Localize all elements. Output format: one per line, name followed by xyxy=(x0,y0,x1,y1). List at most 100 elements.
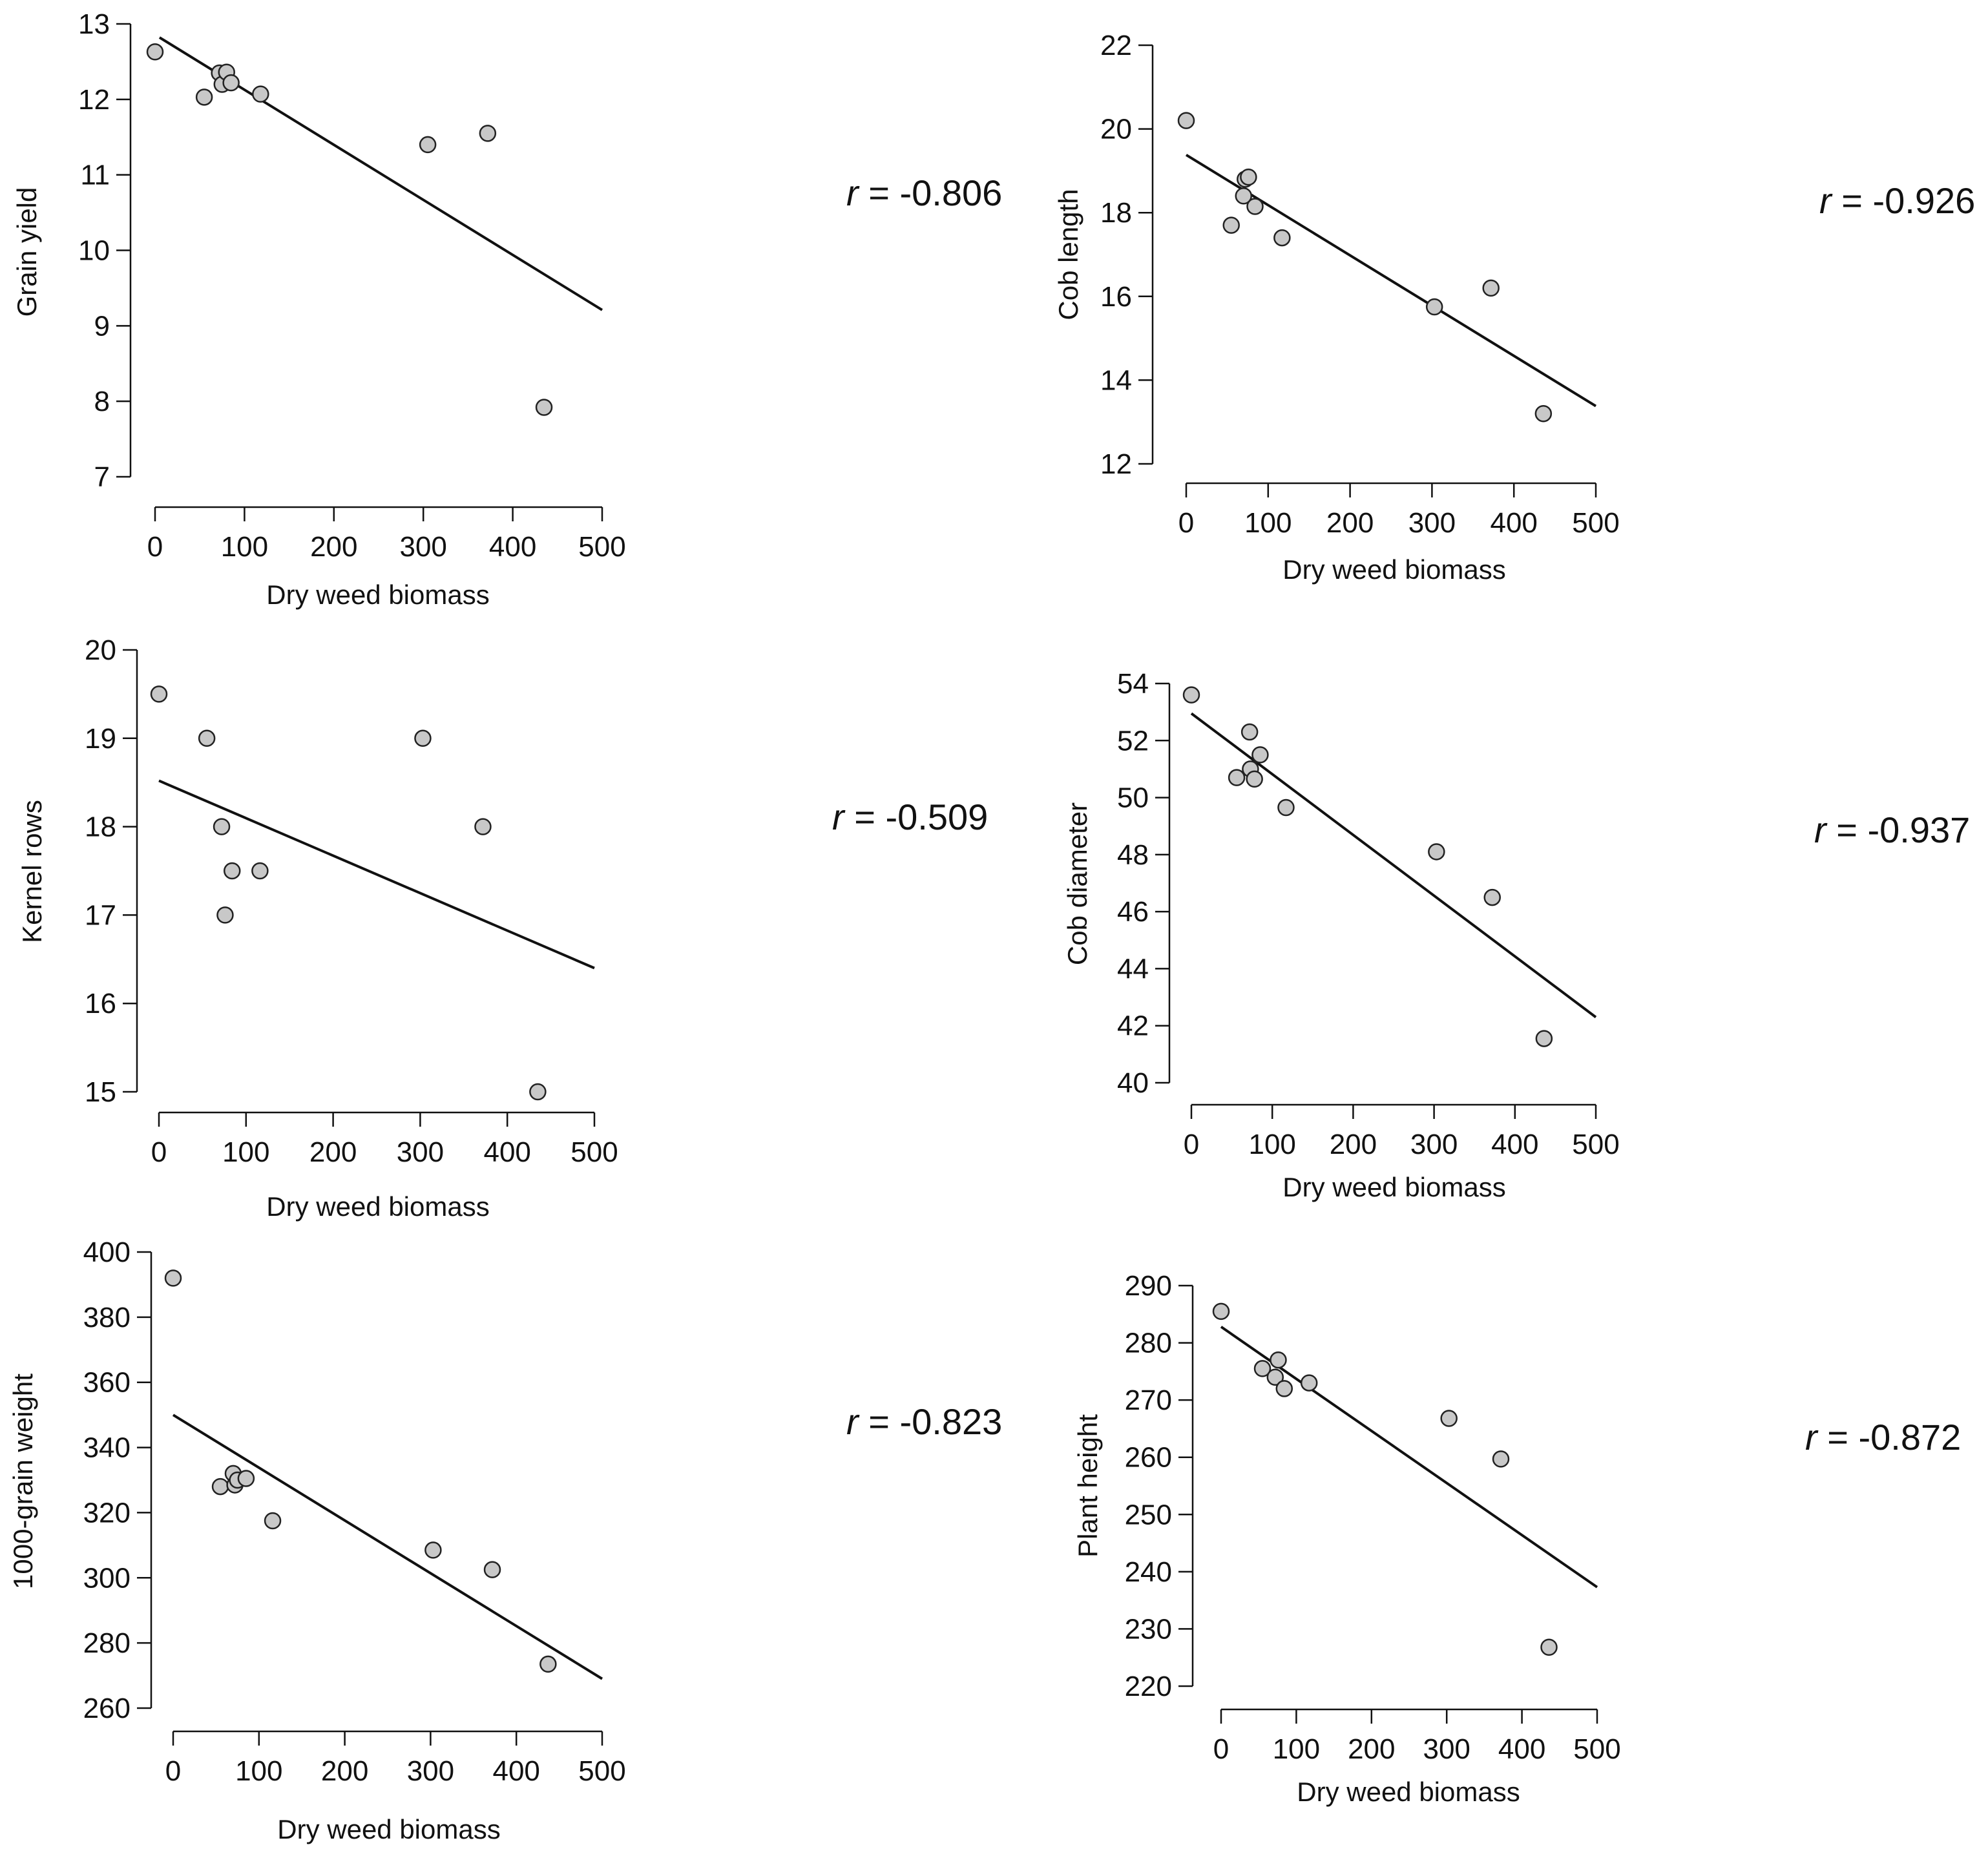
y-tick-label: 48 xyxy=(1117,839,1149,871)
x-tick-label: 500 xyxy=(1572,1129,1619,1160)
y-tick-label: 17 xyxy=(85,899,116,931)
data-point xyxy=(237,1470,255,1487)
regression-line xyxy=(1185,154,1597,408)
x-tick-label: 100 xyxy=(221,531,268,563)
x-tick-label: 400 xyxy=(489,531,536,563)
data-point xyxy=(211,1477,229,1496)
y-tick-label: 290 xyxy=(1125,1270,1172,1302)
y-tick-label: 14 xyxy=(1100,364,1132,396)
data-point xyxy=(1235,187,1253,205)
y-tick-label: 11 xyxy=(80,160,110,191)
x-tick-label: 300 xyxy=(1423,1733,1470,1765)
x-tick-label: 0 xyxy=(1178,507,1194,539)
correlation-symbol: r xyxy=(832,797,846,837)
data-point xyxy=(1177,112,1195,129)
data-point xyxy=(1246,770,1263,788)
regression-line xyxy=(1190,712,1597,1019)
correlation-value: = -0.823 xyxy=(859,1401,1003,1442)
y-tick-label: 15 xyxy=(85,1076,116,1108)
correlation-value: = -0.926 xyxy=(1832,180,1976,221)
x-tick-label: 0 xyxy=(1184,1129,1199,1160)
x-axis-title: Dry weed biomass xyxy=(277,1814,500,1844)
y-tick-label: 20 xyxy=(85,634,116,666)
y-tick-label: 19 xyxy=(85,723,116,755)
y-tick-label: 360 xyxy=(83,1367,131,1399)
data-point xyxy=(252,85,269,103)
regression-line xyxy=(158,779,595,970)
y-tick-label: 340 xyxy=(83,1432,131,1464)
data-point xyxy=(1228,769,1246,786)
y-tick-label: 320 xyxy=(83,1497,131,1529)
y-tick-label: 7 xyxy=(94,461,110,493)
x-tick-label: 500 xyxy=(1572,507,1619,539)
x-tick-label: 500 xyxy=(570,1136,618,1168)
y-tick-label: 20 xyxy=(1100,114,1132,145)
data-point xyxy=(1270,1351,1287,1369)
x-tick-label: 300 xyxy=(399,531,446,563)
y-tick-label: 300 xyxy=(83,1562,131,1594)
data-point xyxy=(474,818,492,835)
data-point xyxy=(150,685,168,703)
data-point xyxy=(251,862,269,880)
correlation-value: = -0.937 xyxy=(1826,809,1971,850)
correlation-symbol: r xyxy=(846,172,860,213)
x-tick-label: 300 xyxy=(397,1136,444,1168)
correlation-label: r = -0.509 xyxy=(832,797,988,837)
y-tick-label: 46 xyxy=(1117,896,1149,928)
x-tick-label: 100 xyxy=(1248,1129,1295,1160)
x-tick-label: 200 xyxy=(310,531,357,563)
y-tick-label: 22 xyxy=(1100,30,1132,61)
chart-panel-5: 260 280 300 320 340 360 380 400 0 100 200 300 400 500… xyxy=(8,1237,1002,1844)
data-point xyxy=(1534,404,1553,423)
x-axis-title: Dry weed biomass xyxy=(1297,1777,1520,1807)
data-point xyxy=(195,89,213,106)
data-point xyxy=(164,1269,182,1287)
y-tick-label: 270 xyxy=(1125,1384,1172,1416)
data-point xyxy=(1182,686,1200,704)
correlation-symbol: r xyxy=(846,1401,860,1442)
y-tick-label: 260 xyxy=(1125,1442,1172,1474)
x-tick-label: 0 xyxy=(151,1136,167,1168)
x-tick-label: 300 xyxy=(1408,507,1456,539)
y-tick-label: 16 xyxy=(85,988,116,1019)
regression-line xyxy=(172,1414,603,1680)
regression-line xyxy=(1220,1326,1598,1589)
data-point xyxy=(1266,1368,1284,1386)
data-point xyxy=(424,1541,442,1559)
data-point xyxy=(1222,216,1240,234)
y-tick-label: 12 xyxy=(78,84,110,116)
x-tick-label: 200 xyxy=(1348,1733,1395,1765)
chart-panel-4: 40 42 44 46 48 50 52 54 0 100 200 300 400 500 Dry weed… xyxy=(1062,668,1970,1202)
correlation-symbol: r xyxy=(1814,809,1828,850)
data-point xyxy=(1300,1374,1318,1392)
data-point xyxy=(1535,1030,1553,1047)
x-tick-label: 100 xyxy=(235,1755,282,1787)
chart-panel-2: 12 14 16 18 20 22 0 100 200 300 400 500 Dry weed bio… xyxy=(1053,30,1975,585)
data-point xyxy=(414,729,432,747)
correlation-label: r = -0.926 xyxy=(1819,180,1975,221)
y-tick-label: 250 xyxy=(1125,1499,1172,1530)
chart-panel-6: 220 230 240 250 260 270 280 290 0 100 200 300 400 500… xyxy=(1072,1270,1961,1807)
y-axis-title: Kernel rows xyxy=(17,800,47,943)
y-axis-title: Cob length xyxy=(1053,189,1083,320)
x-tick-label: 200 xyxy=(321,1755,368,1787)
correlation-label: r = -0.872 xyxy=(1805,1417,1961,1457)
y-tick-label: 400 xyxy=(83,1237,131,1268)
y-axis-title: Grain yield xyxy=(12,187,42,317)
y-tick-label: 18 xyxy=(1100,197,1132,229)
x-tick-label: 100 xyxy=(1273,1733,1320,1765)
x-tick-label: 500 xyxy=(578,531,625,563)
correlation-label: r = -0.823 xyxy=(846,1401,1002,1442)
y-tick-label: 52 xyxy=(1117,725,1149,757)
correlation-label: r = -0.806 xyxy=(846,172,1002,213)
x-tick-label: 500 xyxy=(1573,1733,1620,1765)
x-tick-label: 0 xyxy=(147,531,163,563)
data-point xyxy=(529,1083,547,1101)
data-point xyxy=(146,43,164,61)
data-point xyxy=(479,125,497,142)
data-point xyxy=(1483,888,1501,906)
data-point xyxy=(1425,298,1443,316)
data-point xyxy=(483,1561,501,1578)
x-tick-label: 0 xyxy=(165,1755,181,1787)
